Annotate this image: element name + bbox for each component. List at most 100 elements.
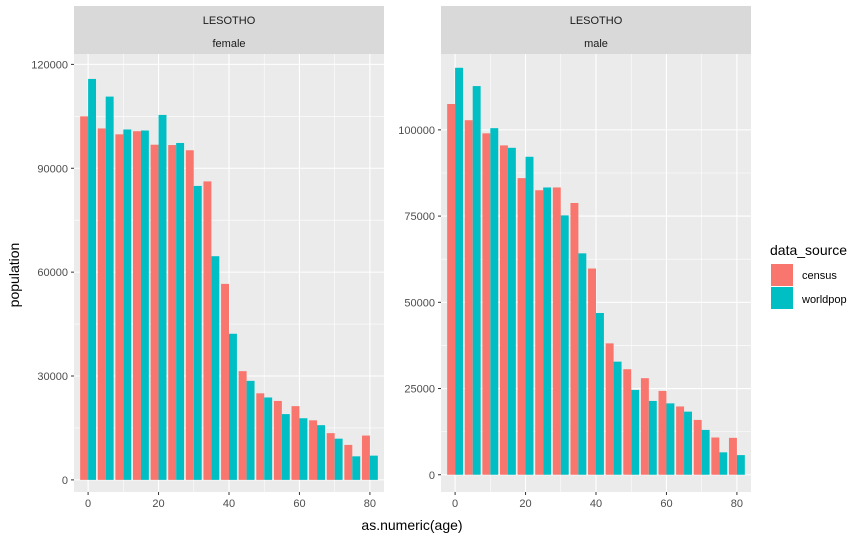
- bar-male-census-70: [693, 419, 702, 475]
- y-tick-label: 0: [429, 470, 435, 482]
- bar-female-worldpop-30: [193, 185, 202, 480]
- bar-female-worldpop-65: [317, 425, 325, 480]
- legend-key-census: [771, 264, 793, 286]
- bar-male-worldpop-5: [472, 86, 481, 475]
- bar-female-census-25: [168, 145, 177, 480]
- bar-male-census-30: [552, 187, 561, 475]
- bar-male-worldpop-60: [666, 403, 675, 475]
- bar-female-census-30: [185, 150, 194, 480]
- bar-male-census-40: [588, 268, 596, 475]
- bar-male-census-55: [640, 378, 649, 475]
- legend-title: data_source: [770, 242, 847, 258]
- strip-female: [74, 6, 384, 54]
- bar-female-census-10: [115, 134, 124, 480]
- panel-female: LESOTHO female 0 30000 60000 90000 120000 0 20 40…: [31, 6, 384, 510]
- bar-male-worldpop-35: [578, 253, 587, 475]
- y-tick-label: 120000: [31, 59, 68, 71]
- strip-male: [441, 6, 751, 54]
- bar-male-worldpop-10: [490, 128, 499, 475]
- bar-female-census-50: [256, 393, 265, 480]
- bar-male-census-80: [728, 437, 737, 475]
- bar-male-census-20: [517, 178, 526, 475]
- legend: data_source census worldpop: [770, 242, 847, 309]
- bar-female-worldpop-10: [123, 129, 132, 480]
- bar-male-census-45: [605, 343, 614, 475]
- bar-female-worldpop-35: [211, 256, 220, 480]
- bar-female-worldpop-20: [158, 114, 167, 480]
- bar-male-census-0: [447, 104, 456, 475]
- bar-female-worldpop-75: [352, 456, 361, 480]
- bar-male-census-50: [623, 369, 632, 475]
- bar-female-worldpop-0: [88, 78, 97, 480]
- bar-female-census-40: [221, 283, 229, 480]
- bar-male-worldpop-20: [525, 156, 534, 475]
- x-tick-label: 80: [364, 498, 376, 510]
- y-axis-title: population: [6, 243, 22, 308]
- bar-female-worldpop-60: [299, 418, 308, 480]
- strip-country-label: LESOTHO: [570, 15, 623, 27]
- strip-sex-label: female: [212, 38, 245, 50]
- legend-label-worldpop: worldpop: [801, 294, 847, 306]
- bar-male-worldpop-0: [455, 67, 464, 475]
- x-tick-label: 40: [590, 498, 602, 510]
- bar-female-census-45: [238, 371, 247, 480]
- panel-male: LESOTHO male 0 25000 50000 75000 100000 0 20 40 60…: [398, 6, 751, 510]
- bar-male-worldpop-25: [543, 187, 552, 475]
- bar-female-census-75: [344, 444, 353, 480]
- bar-male-census-15: [500, 145, 508, 475]
- legend-key-worldpop: [771, 287, 793, 309]
- bar-female-worldpop-15: [140, 130, 149, 480]
- bar-male-census-35: [570, 202, 579, 475]
- bar-male-census-25: [535, 190, 544, 475]
- bar-male-census-75: [711, 437, 720, 475]
- y-tick-label: 30000: [37, 371, 68, 383]
- bar-female-census-70: [326, 433, 335, 480]
- bar-female-worldpop-40: [229, 333, 237, 480]
- bar-female-worldpop-25: [176, 142, 185, 480]
- legend-label-census: census: [802, 270, 837, 282]
- bar-male-census-60: [658, 390, 667, 475]
- bar-female-worldpop-80: [369, 455, 378, 480]
- x-tick-label: 0: [85, 498, 91, 510]
- bar-male-census-10: [482, 133, 491, 475]
- x-tick-label: 60: [293, 498, 305, 510]
- y-tick-label: 25000: [404, 384, 435, 396]
- bar-female-worldpop-50: [264, 397, 273, 480]
- bar-male-worldpop-80: [736, 455, 745, 475]
- bar-male-worldpop-75: [719, 452, 728, 475]
- bar-female-worldpop-45: [246, 380, 255, 480]
- x-tick-label: 0: [452, 498, 458, 510]
- bar-male-worldpop-55: [648, 400, 657, 475]
- y-tick-label: 0: [62, 475, 68, 487]
- bar-male-worldpop-30: [560, 215, 569, 475]
- bar-male-worldpop-50: [631, 389, 640, 475]
- bar-female-census-20: [150, 144, 159, 480]
- x-tick-label: 80: [731, 498, 743, 510]
- bar-female-census-5: [97, 128, 106, 480]
- x-tick-label: 20: [152, 498, 164, 510]
- bar-female-census-0: [80, 116, 89, 480]
- x-axis-title: as.numeric(age): [361, 517, 462, 533]
- bar-female-worldpop-55: [281, 414, 290, 480]
- strip-sex-label: male: [584, 38, 608, 50]
- y-tick-label: 90000: [37, 163, 68, 175]
- y-tick-label: 75000: [404, 211, 435, 223]
- bar-male-census-65: [676, 406, 685, 475]
- bar-male-worldpop-45: [613, 361, 622, 475]
- bar-male-worldpop-40: [596, 313, 604, 475]
- panels: LESOTHO female 0 30000 60000 90000 120000 0 20 40…: [31, 6, 751, 510]
- bar-female-census-35: [203, 181, 212, 480]
- y-tick-label: 60000: [37, 267, 68, 279]
- bar-female-census-80: [361, 435, 370, 480]
- strip-country-label: LESOTHO: [203, 15, 256, 27]
- y-tick-label: 100000: [398, 125, 435, 137]
- bar-male-worldpop-15: [507, 147, 516, 475]
- bar-female-census-15: [133, 131, 141, 480]
- bar-female-worldpop-5: [105, 96, 114, 480]
- bar-female-census-65: [309, 420, 318, 480]
- bar-male-census-5: [464, 120, 473, 475]
- y-tick-label: 50000: [404, 297, 435, 309]
- bar-male-worldpop-70: [701, 429, 710, 475]
- x-tick-label: 60: [660, 498, 672, 510]
